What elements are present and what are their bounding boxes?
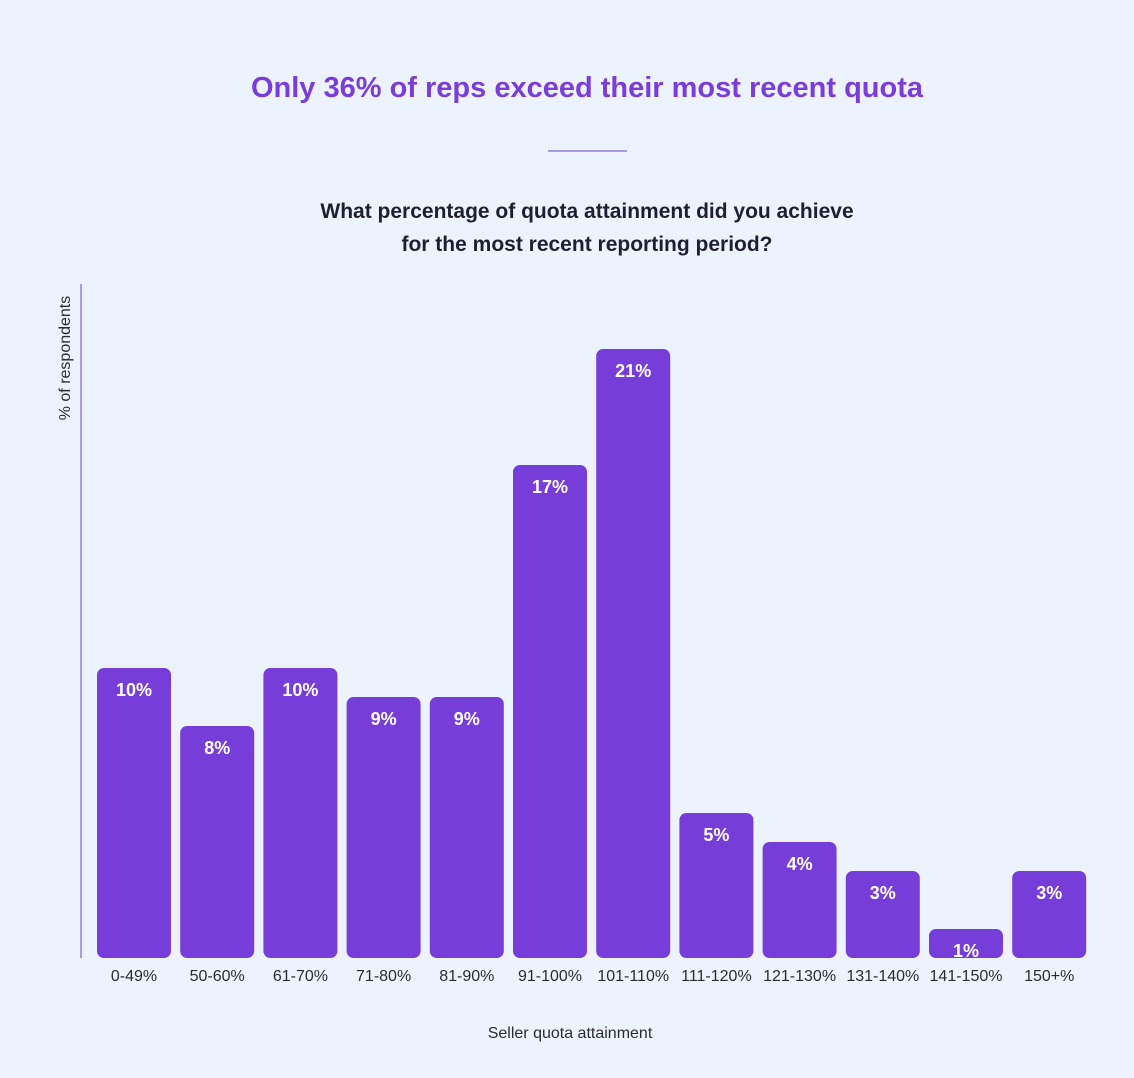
chart-title: Only 36% of reps exceed their most recen… <box>251 72 924 104</box>
data-label: 10% <box>282 680 318 700</box>
bar-101-110% <box>596 349 671 958</box>
data-label: 3% <box>870 883 896 903</box>
bar-81-90% <box>429 697 504 958</box>
chart-subtitle-line-2: for the most recent reporting period? <box>401 233 772 256</box>
x-tick-label: 50-60% <box>190 968 245 985</box>
data-label: 17% <box>532 477 568 497</box>
x-tick-label: 91-100% <box>518 968 582 985</box>
bar-71-80% <box>346 697 421 958</box>
data-label: 9% <box>454 709 480 729</box>
chart-subtitle-line-1: What percentage of quota attainment did … <box>320 200 853 223</box>
x-tick-label: 111-120% <box>681 968 752 985</box>
x-tick-label: 131-140% <box>846 968 919 985</box>
x-tick-label: 101-110% <box>597 968 669 985</box>
x-tick-label: 150+% <box>1024 968 1074 985</box>
x-tick-label: 81-90% <box>439 968 494 985</box>
x-tick-label: 61-70% <box>273 968 328 985</box>
bar-61-70% <box>263 668 338 958</box>
bar-91-100% <box>513 465 587 958</box>
x-tick-label: 0-49% <box>111 968 157 985</box>
bar-50-60% <box>180 726 255 958</box>
bar-0-49% <box>97 668 171 958</box>
data-label: 21% <box>615 361 651 381</box>
data-label: 1% <box>953 941 979 961</box>
bar-111-120% <box>679 813 754 958</box>
data-label: 8% <box>204 738 230 758</box>
bar-131-140% <box>845 871 920 958</box>
x-tick-label: 141-150% <box>930 968 1003 985</box>
data-label: 3% <box>1036 883 1062 903</box>
data-label: 9% <box>371 709 397 729</box>
data-label: 10% <box>116 680 152 700</box>
data-label: 4% <box>787 854 813 874</box>
data-label: 5% <box>703 825 729 845</box>
bar-121-130% <box>762 842 837 958</box>
y-axis-label: % of respondents <box>57 296 74 421</box>
bar-141-150% <box>929 929 1003 958</box>
x-tick-label: 71-80% <box>356 968 411 985</box>
x-axis-label: Seller quota attainment <box>488 1025 653 1042</box>
bar-150+% <box>1012 871 1087 958</box>
x-tick-label: 121-130% <box>763 968 836 985</box>
